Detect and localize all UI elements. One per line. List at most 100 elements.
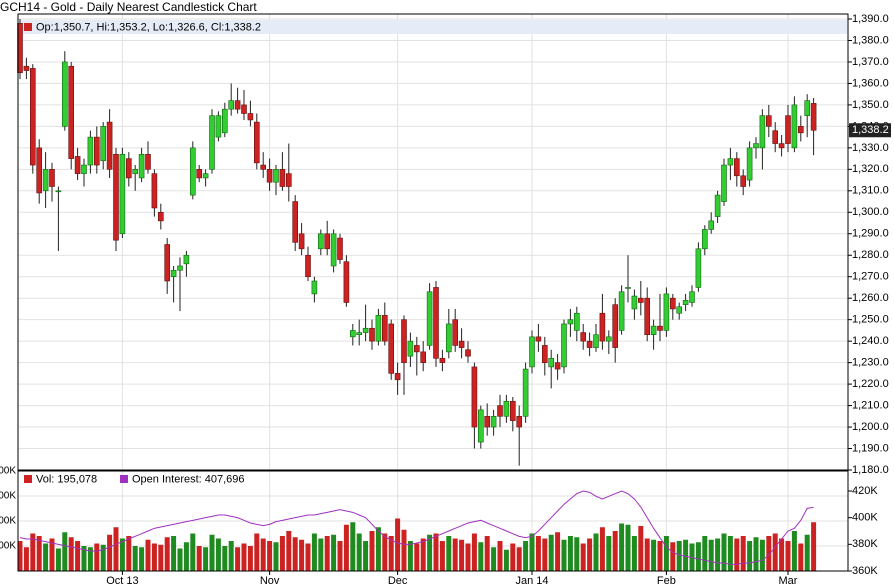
candle-body — [356, 332, 363, 335]
candle-body — [490, 416, 497, 428]
volume-bar — [49, 538, 55, 571]
volume-bar — [299, 539, 305, 571]
volume-bar — [491, 547, 497, 571]
y-tick-label: 1,390.0 — [852, 13, 889, 25]
candle-body — [631, 295, 638, 310]
candle-body — [439, 358, 446, 363]
chart-title: GCH14 - Gold - Daily Nearest Candlestick… — [0, 0, 257, 14]
candle-body — [509, 400, 516, 421]
volume-bar — [759, 539, 765, 571]
candle-body — [190, 147, 196, 196]
candle-body — [292, 201, 299, 243]
candle-body — [733, 158, 740, 177]
candle-body — [158, 211, 164, 222]
volume-bar — [593, 533, 599, 571]
candle-body — [330, 233, 337, 267]
volume-bar — [87, 547, 93, 571]
volume-bar — [644, 538, 650, 571]
volume-bar — [17, 541, 23, 571]
volume-bar — [484, 536, 490, 571]
volume-bar — [62, 532, 68, 571]
y-tick-label: 1,260.0 — [852, 292, 889, 304]
candle-body — [119, 154, 126, 235]
volume-swatch — [24, 475, 32, 483]
volume-bar — [337, 541, 343, 571]
candle-body — [465, 349, 471, 357]
volume-bar — [561, 539, 567, 571]
candle-body — [612, 304, 619, 348]
volume-bar — [555, 532, 561, 571]
y-tick-label: 1,200.0 — [852, 421, 889, 433]
candle-body — [497, 405, 503, 417]
candle-body — [554, 362, 561, 370]
candle-body — [298, 233, 305, 250]
y-tick-label: 1,270.0 — [852, 271, 889, 283]
legend-swatch — [24, 23, 32, 31]
price-panel-border — [17, 13, 849, 471]
volume-bar — [388, 536, 394, 571]
plot-background — [18, 14, 848, 571]
y-tick-label: 1,290.0 — [852, 228, 889, 240]
volume-bar — [113, 527, 119, 571]
oi-tick-label: 420K — [852, 485, 878, 497]
volume-bar — [139, 547, 145, 571]
candle-body — [337, 237, 343, 260]
volume-bar — [804, 534, 810, 571]
candle-body — [759, 115, 766, 149]
candle-body — [413, 345, 420, 353]
volume-bar — [676, 541, 682, 571]
y-tick-label: 1,190.0 — [852, 442, 889, 454]
candle-body — [471, 366, 478, 428]
candle-body — [708, 220, 715, 230]
last-value-box — [849, 123, 891, 138]
candle-body — [183, 254, 190, 265]
vol-tick-label: 100K — [0, 541, 16, 552]
volume-bar — [273, 542, 279, 571]
candle-body — [426, 291, 433, 346]
volume-bar — [196, 546, 202, 571]
candle-body — [484, 416, 491, 428]
candle-body — [42, 169, 49, 192]
volume-bar — [292, 537, 298, 571]
candle-body — [682, 300, 689, 305]
volume-bar — [145, 539, 151, 571]
volume-bar — [75, 541, 81, 571]
candle-body — [61, 61, 68, 127]
volume-bar — [452, 538, 458, 571]
candle-body — [548, 358, 555, 368]
candle-body — [29, 68, 36, 166]
volume-bar — [510, 543, 516, 571]
volume-bar — [401, 529, 407, 571]
candle-body — [170, 269, 177, 278]
candle-body — [260, 164, 267, 170]
marks — [17, 19, 817, 571]
candle-body — [810, 103, 817, 131]
candle-body — [215, 115, 222, 138]
candle-body — [394, 373, 401, 381]
candle-body — [388, 323, 395, 374]
volume-bar — [599, 527, 605, 571]
candle-body — [772, 130, 779, 144]
candle-body — [23, 65, 30, 71]
volume-bar — [267, 541, 273, 571]
oi-tick-label: 400K — [852, 512, 878, 524]
volume-bar — [657, 541, 663, 571]
volume-legend: Vol: 195,078 — [36, 473, 97, 485]
volume-bar — [791, 531, 797, 571]
candle-body — [605, 336, 612, 342]
volume-bar — [695, 542, 701, 571]
candle-body — [740, 175, 747, 187]
legend-band — [19, 20, 847, 34]
candle-body — [599, 312, 606, 342]
volume-bar — [702, 536, 708, 571]
volume-bar — [343, 524, 349, 571]
volume-bar — [471, 533, 477, 571]
volume-bar — [395, 518, 401, 571]
volume-bar — [740, 536, 746, 571]
candle-body — [445, 323, 452, 353]
candle-body — [458, 340, 465, 348]
volume-bar — [209, 534, 215, 571]
volume-bar — [151, 543, 157, 571]
candle-body — [791, 104, 798, 149]
volume-bar — [670, 542, 676, 571]
